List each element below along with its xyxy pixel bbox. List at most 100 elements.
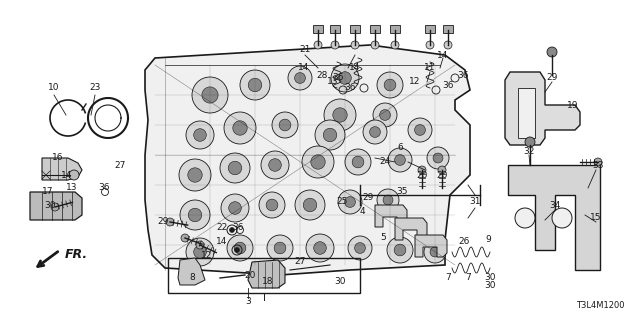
Text: 24: 24 bbox=[380, 157, 390, 166]
Text: 13: 13 bbox=[327, 77, 339, 86]
Circle shape bbox=[266, 199, 278, 211]
Circle shape bbox=[377, 72, 403, 98]
Text: 36: 36 bbox=[332, 74, 344, 83]
Circle shape bbox=[192, 77, 228, 113]
Circle shape bbox=[303, 198, 317, 212]
Circle shape bbox=[202, 87, 218, 103]
Text: T3L4M1200: T3L4M1200 bbox=[577, 301, 625, 310]
Circle shape bbox=[228, 161, 242, 175]
Circle shape bbox=[377, 189, 399, 211]
Circle shape bbox=[196, 241, 204, 249]
Polygon shape bbox=[508, 165, 600, 270]
Circle shape bbox=[323, 128, 337, 142]
Circle shape bbox=[186, 121, 214, 149]
Circle shape bbox=[221, 194, 249, 222]
Text: 35: 35 bbox=[396, 188, 408, 196]
Polygon shape bbox=[30, 192, 82, 220]
Circle shape bbox=[331, 64, 359, 92]
Circle shape bbox=[279, 119, 291, 131]
Text: 29: 29 bbox=[547, 74, 557, 83]
Text: 36: 36 bbox=[344, 84, 356, 92]
Circle shape bbox=[311, 155, 325, 169]
Circle shape bbox=[220, 153, 250, 183]
Circle shape bbox=[384, 79, 396, 91]
Text: 27: 27 bbox=[294, 258, 306, 267]
Text: 16: 16 bbox=[52, 154, 64, 163]
Circle shape bbox=[363, 120, 387, 144]
Circle shape bbox=[234, 247, 239, 252]
Circle shape bbox=[348, 236, 372, 260]
Circle shape bbox=[391, 41, 399, 49]
Circle shape bbox=[383, 195, 393, 205]
Circle shape bbox=[51, 203, 59, 211]
Circle shape bbox=[288, 66, 312, 90]
Circle shape bbox=[331, 41, 339, 49]
Circle shape bbox=[424, 241, 446, 263]
Bar bbox=[390, 25, 400, 33]
Circle shape bbox=[373, 103, 397, 127]
Bar bbox=[330, 25, 340, 33]
Text: 26: 26 bbox=[458, 237, 470, 246]
Polygon shape bbox=[178, 258, 205, 285]
Text: 20: 20 bbox=[416, 171, 428, 180]
Circle shape bbox=[444, 41, 452, 49]
Circle shape bbox=[269, 159, 282, 171]
Bar bbox=[350, 25, 360, 33]
Circle shape bbox=[345, 149, 371, 175]
Text: 33: 33 bbox=[592, 161, 604, 170]
Text: 22: 22 bbox=[216, 223, 228, 233]
Circle shape bbox=[339, 72, 351, 84]
Text: 36: 36 bbox=[442, 81, 454, 90]
Circle shape bbox=[272, 112, 298, 138]
Circle shape bbox=[525, 137, 535, 147]
Circle shape bbox=[234, 242, 246, 254]
Text: 9: 9 bbox=[485, 236, 491, 244]
Text: 14: 14 bbox=[437, 51, 449, 60]
Circle shape bbox=[259, 192, 285, 218]
Circle shape bbox=[295, 190, 325, 220]
Text: 30: 30 bbox=[484, 274, 496, 283]
Text: 34: 34 bbox=[549, 201, 561, 210]
Text: FR.: FR. bbox=[65, 249, 88, 261]
Text: 20: 20 bbox=[244, 270, 256, 279]
Text: 17: 17 bbox=[42, 188, 54, 196]
Circle shape bbox=[261, 151, 289, 179]
Text: 27: 27 bbox=[115, 161, 125, 170]
Circle shape bbox=[371, 41, 379, 49]
Circle shape bbox=[333, 108, 348, 122]
Circle shape bbox=[166, 218, 174, 226]
Bar bbox=[443, 25, 453, 33]
Circle shape bbox=[69, 170, 79, 180]
Text: 14: 14 bbox=[298, 63, 310, 73]
Circle shape bbox=[338, 190, 362, 214]
Circle shape bbox=[515, 208, 535, 228]
Text: 30: 30 bbox=[44, 201, 56, 210]
Circle shape bbox=[240, 70, 270, 100]
Circle shape bbox=[352, 156, 364, 168]
Circle shape bbox=[438, 166, 446, 174]
Text: 7: 7 bbox=[465, 274, 471, 283]
Text: 29: 29 bbox=[157, 218, 169, 227]
Circle shape bbox=[351, 41, 359, 49]
Circle shape bbox=[394, 244, 406, 256]
Circle shape bbox=[388, 148, 412, 172]
Text: 15: 15 bbox=[590, 213, 602, 222]
Text: 36: 36 bbox=[232, 223, 244, 233]
Text: 21: 21 bbox=[300, 45, 310, 54]
Circle shape bbox=[179, 159, 211, 191]
Bar bbox=[313, 25, 323, 33]
Polygon shape bbox=[145, 45, 470, 275]
Text: 25: 25 bbox=[336, 197, 348, 206]
Circle shape bbox=[415, 124, 426, 135]
Text: 3: 3 bbox=[245, 298, 251, 307]
Text: 4: 4 bbox=[359, 207, 365, 217]
Circle shape bbox=[552, 208, 572, 228]
Text: 12: 12 bbox=[202, 251, 212, 260]
Circle shape bbox=[224, 112, 256, 144]
Text: 23: 23 bbox=[90, 84, 100, 92]
Text: 29: 29 bbox=[362, 194, 374, 203]
Circle shape bbox=[181, 234, 189, 242]
Text: 6: 6 bbox=[397, 143, 403, 153]
Bar bbox=[370, 25, 380, 33]
Circle shape bbox=[188, 208, 202, 222]
